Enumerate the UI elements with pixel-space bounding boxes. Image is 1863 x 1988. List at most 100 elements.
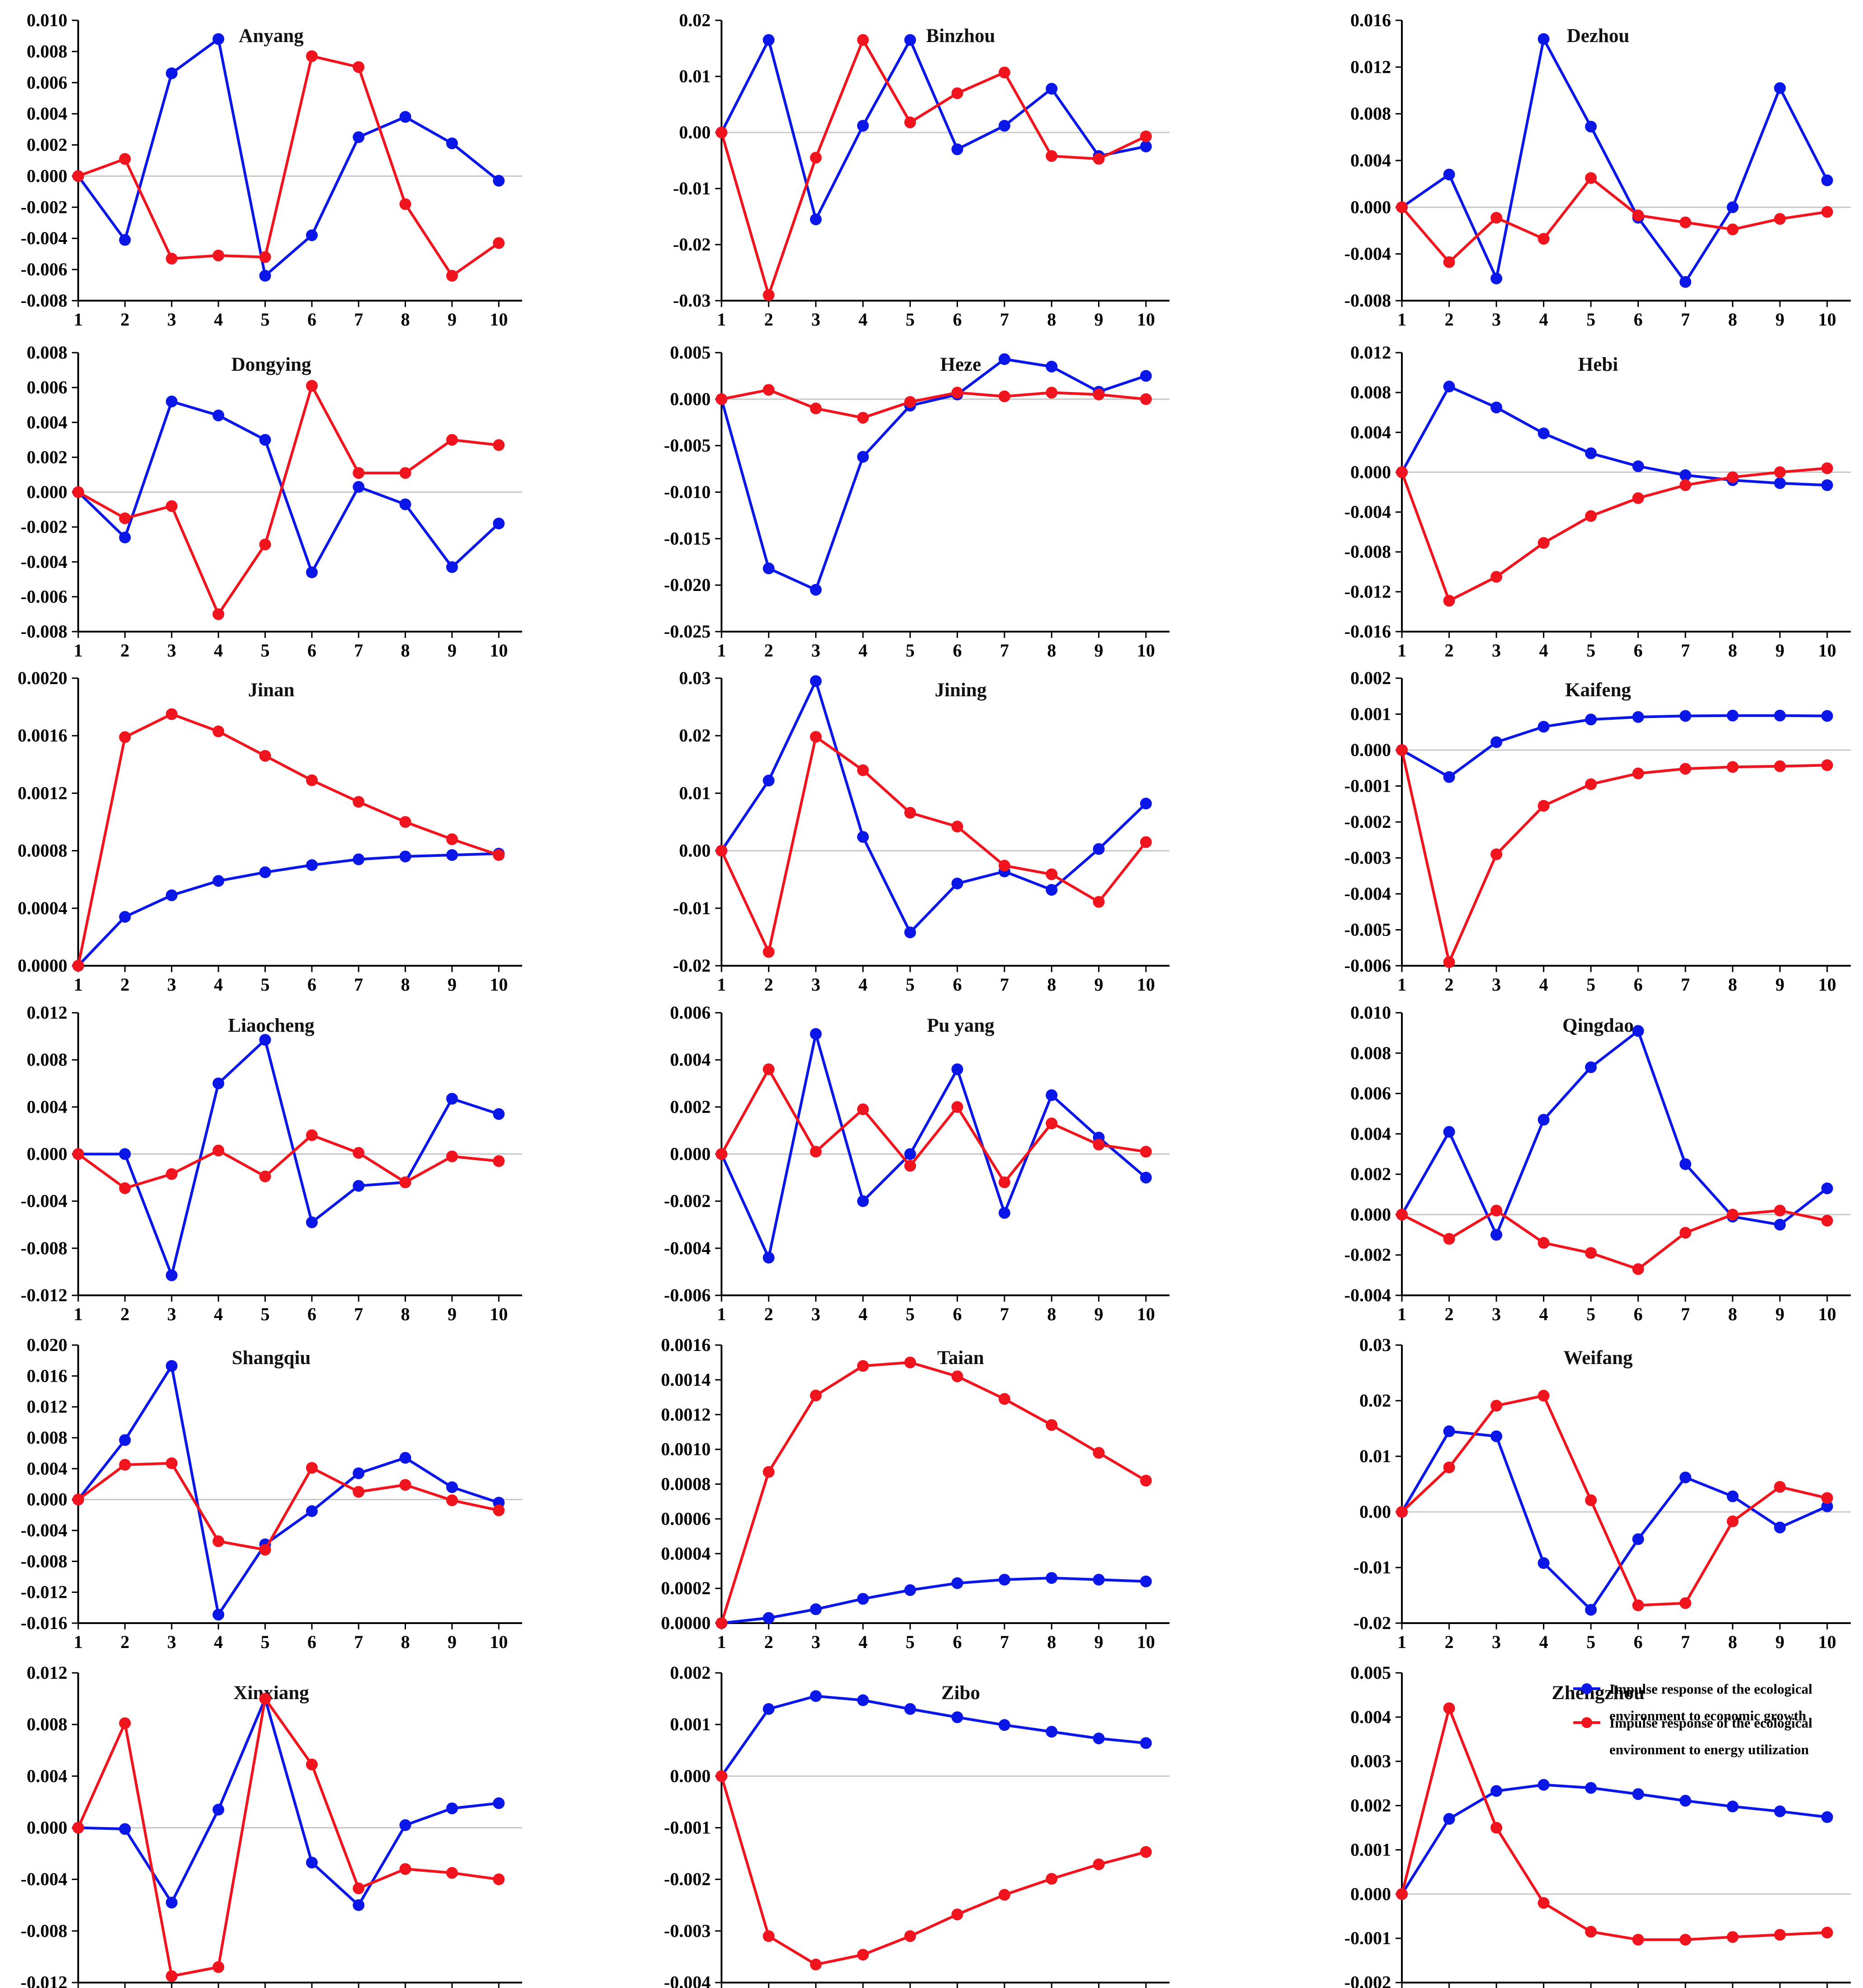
energy-series-line [721, 388, 1146, 419]
x-tick-label: 7 [354, 640, 363, 661]
growth-point [1443, 1126, 1455, 1138]
growth-point [1140, 141, 1152, 152]
growth-point [1585, 1604, 1597, 1616]
energy-point [119, 512, 131, 524]
growth-point [1585, 713, 1597, 726]
y-tick-label: 0.008 [27, 342, 67, 363]
energy-point [1585, 778, 1597, 790]
y-tick-label: -0.001 [664, 1818, 711, 1838]
growth-point [399, 1452, 411, 1464]
x-tick-label: 7 [1000, 974, 1009, 995]
energy-point [1046, 150, 1058, 162]
x-tick-label: 2 [764, 1304, 773, 1324]
y-tick-label: 0.008 [27, 41, 67, 61]
energy-point [1140, 836, 1152, 848]
y-tick-label: 0.001 [1350, 1839, 1391, 1860]
energy-point [1726, 1515, 1739, 1527]
x-tick-label: 9 [1094, 974, 1104, 995]
energy-point [1821, 206, 1833, 218]
growth-point [119, 531, 131, 543]
energy-point [1679, 763, 1692, 775]
x-tick-label: 9 [1775, 640, 1784, 661]
energy-point [212, 250, 225, 262]
x-tick-label: 4 [858, 640, 868, 661]
energy-point [446, 269, 458, 282]
energy-point [763, 1063, 775, 1075]
growth-point [165, 1360, 178, 1372]
energy-point [716, 1770, 727, 1782]
growth-point [353, 131, 365, 143]
growth-series-line [720, 1695, 1146, 1777]
x-tick-label: 10 [1818, 309, 1836, 330]
y-tick-label: 0.004 [1350, 1707, 1391, 1727]
chart-title: Pu yang [927, 1015, 995, 1036]
growth-point [1140, 798, 1152, 810]
x-tick-label: 3 [1492, 1304, 1501, 1324]
energy-series-line [77, 55, 500, 277]
x-tick-label: 1 [1397, 309, 1406, 330]
growth-point [1490, 401, 1503, 414]
energy-point [951, 387, 963, 399]
y-tick-label: -0.005 [664, 435, 711, 456]
energy-point [1726, 761, 1739, 773]
growth-point [951, 1577, 963, 1589]
x-tick-label: 2 [1445, 1304, 1454, 1324]
y-tick-label: 0.000 [1350, 462, 1391, 482]
growth-point [493, 1108, 505, 1120]
y-tick-label: 0.008 [27, 1049, 67, 1070]
energy-point [1679, 1597, 1692, 1609]
y-tick-label: 0.002 [670, 1096, 711, 1117]
energy-point [1538, 800, 1550, 812]
y-tick-label: -0.004 [664, 1972, 711, 1988]
energy-point [1490, 1822, 1503, 1834]
growth-point [259, 434, 271, 446]
y-tick-label: -0.003 [664, 1921, 711, 1941]
growth-point [1585, 1782, 1597, 1794]
energy-point [1632, 209, 1644, 222]
x-tick-label: 3 [1492, 974, 1501, 995]
energy-point [716, 1148, 727, 1160]
x-tick-label: 1 [1397, 640, 1406, 661]
y-tick-label: 0.000 [27, 1818, 67, 1838]
y-tick-label: 0.00 [679, 841, 711, 861]
growth-point [951, 143, 963, 156]
energy-point [306, 1129, 318, 1141]
energy-point [1443, 1233, 1455, 1245]
x-tick-label: 8 [1047, 974, 1056, 995]
energy-point [1093, 388, 1105, 401]
y-tick-label: -0.008 [21, 1551, 67, 1571]
x-tick-label: 2 [764, 974, 773, 995]
chart-panel: 0.0016 0.0014 0.0012 0.0010 0.0008 0.0006 0.00… [661, 1335, 1170, 1652]
growth-point [446, 137, 458, 150]
energy-point [763, 384, 775, 396]
growth-point [1726, 1490, 1739, 1502]
growth-point [212, 33, 225, 45]
energy-point [353, 61, 365, 73]
y-tick-label: 0.000 [1350, 1884, 1391, 1904]
growth-point [1585, 1061, 1597, 1073]
growth-point [1093, 1732, 1105, 1744]
growth-point [1490, 1229, 1503, 1241]
growth-point [1632, 711, 1644, 723]
y-tick-label: -0.004 [1344, 883, 1391, 904]
growth-point [1538, 427, 1550, 439]
x-tick-label: 10 [490, 1304, 508, 1324]
growth-point [353, 853, 365, 865]
y-tick-label: 0.020 [27, 1335, 67, 1355]
growth-point [904, 1703, 916, 1715]
growth-point [951, 1063, 963, 1075]
growth-point [810, 1028, 822, 1040]
y-tick-label: 0.0004 [661, 1543, 711, 1563]
growth-point [1140, 1737, 1152, 1749]
legend-growth-marker [1581, 1683, 1592, 1694]
chart-title: Heze [940, 354, 981, 375]
y-tick-label: 0.000 [1350, 1204, 1391, 1224]
growth-point [399, 1819, 411, 1831]
y-tick-label: 0.0016 [18, 725, 67, 746]
energy-point [1821, 1927, 1833, 1939]
chart-title: Anyang [239, 25, 304, 47]
energy-point [1140, 1146, 1152, 1158]
x-tick-label: 5 [260, 974, 269, 995]
growth-point [763, 34, 775, 46]
